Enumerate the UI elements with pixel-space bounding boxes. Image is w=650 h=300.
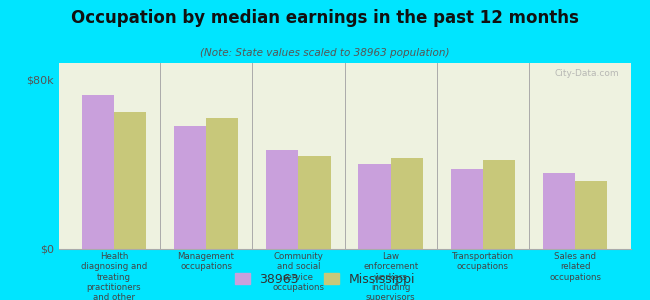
- Bar: [114, 112, 146, 249]
- Text: City-Data.com: City-Data.com: [554, 69, 619, 78]
- Bar: [298, 156, 331, 249]
- Bar: [174, 126, 206, 249]
- Bar: [358, 164, 391, 249]
- Bar: [483, 160, 515, 249]
- Bar: [543, 173, 575, 249]
- Legend: 38963, Mississippi: 38963, Mississippi: [229, 268, 421, 291]
- Text: (Note: State values scaled to 38963 population): (Note: State values scaled to 38963 popu…: [200, 48, 450, 58]
- Bar: [266, 150, 298, 249]
- Bar: [575, 182, 608, 249]
- Text: Occupation by median earnings in the past 12 months: Occupation by median earnings in the pas…: [71, 9, 579, 27]
- Bar: [81, 95, 114, 249]
- Bar: [450, 169, 483, 249]
- Bar: [391, 158, 423, 249]
- Bar: [206, 118, 239, 249]
